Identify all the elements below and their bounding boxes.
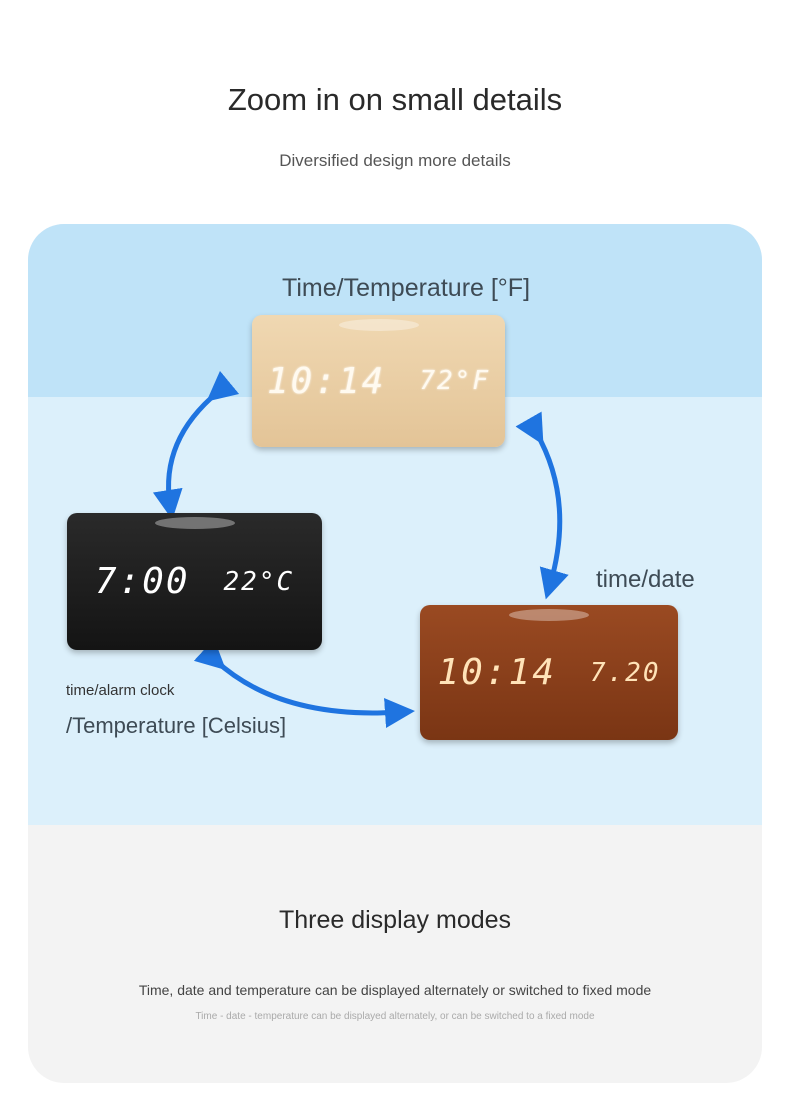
clock-tan-fahrenheit: 10:14 72°F bbox=[252, 315, 505, 447]
clock-time: 7:00 bbox=[94, 561, 190, 602]
date-mode-label: time/date bbox=[596, 566, 695, 593]
fahrenheit-mode-label: Time/Temperature [°F] bbox=[282, 274, 531, 302]
wireless-charging-pad-icon bbox=[154, 517, 235, 529]
celsius-mode-label-line1: time/alarm clock bbox=[66, 682, 175, 699]
arrow-tan-black bbox=[152, 370, 240, 520]
celsius-mode-label-line2: /Temperature [Celsius] bbox=[66, 713, 287, 738]
arrow-black-brown bbox=[193, 638, 415, 728]
clock-time: 10:14 bbox=[437, 652, 556, 693]
clock-temperature: 22°C bbox=[223, 566, 295, 597]
clock-black-celsius: 7:00 22°C bbox=[67, 513, 322, 650]
clock-temperature: 72°F bbox=[419, 366, 490, 396]
modes-description-small: Time - date - temperature can be display… bbox=[195, 1011, 595, 1022]
arrow-tan-brown bbox=[515, 411, 569, 600]
page-subtitle: Diversified design more details bbox=[279, 151, 511, 170]
clock-brown-date: 10:14 7.20 bbox=[420, 605, 678, 740]
page-title: Zoom in on small details bbox=[227, 82, 563, 117]
wireless-charging-pad-icon bbox=[509, 609, 589, 621]
modes-description: Time, date and temperature can be displa… bbox=[138, 982, 652, 998]
modes-title: Three display modes bbox=[278, 906, 512, 934]
wireless-charging-pad-icon bbox=[338, 319, 419, 331]
clock-time: 10:14 bbox=[267, 360, 386, 402]
clock-date: 7.20 bbox=[589, 657, 661, 688]
